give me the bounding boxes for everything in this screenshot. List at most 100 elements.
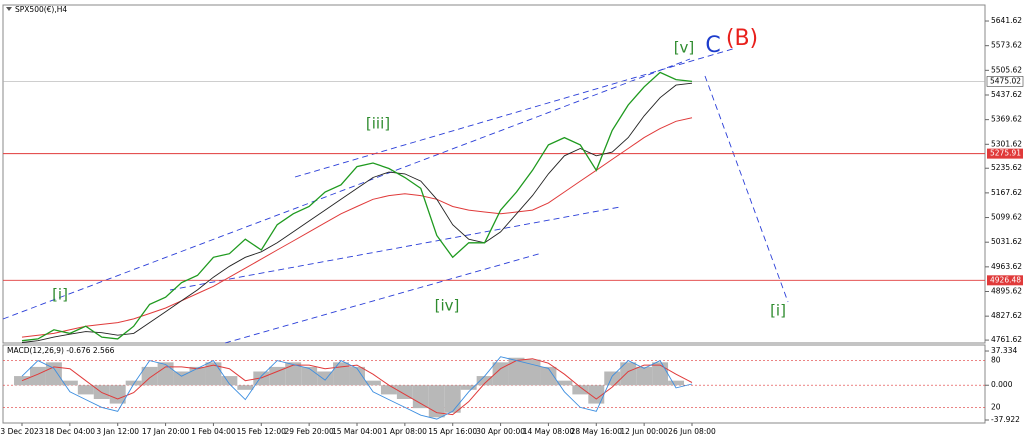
y-tick-label: 4761.62 bbox=[991, 335, 1022, 344]
histogram-bar bbox=[125, 380, 142, 386]
histogram-bar bbox=[109, 385, 126, 404]
histogram-bar bbox=[141, 366, 158, 386]
wave-label: [iv] bbox=[435, 297, 460, 315]
current-price-box bbox=[986, 76, 1024, 87]
wave-label: [iii] bbox=[366, 115, 390, 133]
x-tick-label: 15 Feb 12:00 bbox=[237, 427, 286, 436]
x-tick-label: 18 Dec 04:00 bbox=[45, 427, 96, 436]
x-tick-label: 3 Dec 2023 bbox=[0, 427, 43, 436]
trend-line bbox=[224, 252, 543, 344]
indicator-tick-label: 80 bbox=[991, 356, 1001, 365]
histogram-bar bbox=[620, 362, 637, 386]
level-label: 5275.91 bbox=[990, 149, 1021, 158]
y-tick-label: 5573.62 bbox=[991, 41, 1022, 50]
y-tick-label: 5031.62 bbox=[991, 237, 1022, 246]
x-tick-label: 1 Apr 08:00 bbox=[383, 427, 427, 436]
histogram-bar bbox=[301, 366, 318, 386]
y-tick-label: 5437.62 bbox=[991, 90, 1022, 99]
x-tick-label: 29 Feb 20:00 bbox=[285, 427, 334, 436]
histogram-bar bbox=[444, 385, 461, 413]
y-tick-label: 4963.62 bbox=[991, 262, 1022, 271]
histogram-bar bbox=[221, 376, 238, 386]
histogram-bar bbox=[572, 385, 589, 395]
level-box bbox=[987, 275, 1023, 286]
level-label: 4926.48 bbox=[990, 275, 1021, 284]
wave-label: (B) bbox=[726, 26, 758, 51]
oscillator-line bbox=[21, 356, 693, 420]
histogram-bar bbox=[205, 362, 222, 386]
histogram-bar bbox=[45, 362, 62, 386]
x-tick-label: 15 Apr 16:00 bbox=[428, 427, 477, 436]
y-tick-label: 5301.62 bbox=[991, 139, 1022, 148]
chart-title: SPX500(€),H4 bbox=[15, 5, 67, 14]
level-box bbox=[987, 148, 1023, 159]
y-tick-label: 5505.62 bbox=[991, 65, 1022, 74]
histogram-bar bbox=[524, 359, 541, 386]
trend-line bbox=[704, 75, 789, 303]
histogram-bar bbox=[588, 385, 605, 404]
histogram-bar bbox=[237, 385, 254, 390]
histogram-bar bbox=[333, 362, 350, 386]
histogram-bar bbox=[668, 380, 685, 386]
indicator-tick-label: 37.334 bbox=[991, 346, 1017, 355]
histogram-bar bbox=[364, 380, 381, 386]
histogram-bar bbox=[396, 385, 413, 399]
x-tick-label: 3 Jan 12:00 bbox=[96, 427, 139, 436]
x-tick-label: 15 Mar 04:00 bbox=[332, 427, 382, 436]
y-tick-label: 5369.62 bbox=[991, 115, 1022, 124]
wave-label: [v] bbox=[674, 39, 695, 57]
indicator-title: MACD(12,26,9) -0.676 2.566 bbox=[7, 346, 115, 355]
fast-average bbox=[21, 82, 693, 343]
histogram-bar bbox=[492, 362, 509, 386]
slow-average bbox=[21, 117, 693, 338]
x-tick-label: 14 May 08:00 bbox=[523, 427, 575, 436]
indicator-tick-label: -37.922 bbox=[991, 415, 1020, 424]
histogram-bar bbox=[540, 366, 557, 386]
trend-line bbox=[2, 58, 691, 320]
histogram-bar bbox=[157, 362, 174, 386]
y-tick-label: 5099.62 bbox=[991, 213, 1022, 222]
histogram-bar bbox=[460, 385, 477, 390]
y-tick-label: 5167.62 bbox=[991, 188, 1022, 197]
trend-lines bbox=[2, 47, 789, 344]
histogram-bar bbox=[61, 380, 78, 386]
trend-line bbox=[169, 206, 621, 291]
x-tick-label: 17 Jan 20:00 bbox=[142, 427, 190, 436]
indicator-tick-label: 20 bbox=[991, 402, 1001, 411]
x-tick-label: 12 Jun 00:00 bbox=[620, 427, 668, 436]
wave-label: [i] bbox=[52, 286, 68, 304]
y-tick-label: 4895.62 bbox=[991, 287, 1022, 296]
histogram-bar bbox=[604, 371, 621, 386]
price-line bbox=[21, 71, 693, 342]
histogram-bar bbox=[476, 376, 493, 386]
histogram-bar bbox=[269, 366, 286, 386]
signal-line bbox=[21, 358, 693, 416]
y-tick-label: 5641.62 bbox=[991, 16, 1022, 25]
histogram-bar bbox=[29, 366, 46, 386]
x-tick-label: 1 Feb 04:00 bbox=[191, 427, 236, 436]
histogram-bar bbox=[636, 366, 653, 386]
wave-label: C bbox=[705, 33, 720, 58]
wave-label: [i] bbox=[770, 302, 786, 320]
main-panel bbox=[2, 4, 986, 344]
menu-arrow[interactable] bbox=[6, 7, 12, 11]
y-tick-label: 5235.62 bbox=[991, 163, 1022, 172]
histogram-bar bbox=[349, 366, 365, 386]
x-tick-label: 28 May 16:00 bbox=[571, 427, 623, 436]
histogram-bar bbox=[77, 385, 94, 395]
histogram-bar bbox=[189, 366, 206, 386]
histogram-bar bbox=[285, 362, 302, 386]
current-price-label: 5475.02 bbox=[990, 76, 1021, 85]
indicator-tick-label: 0.000 bbox=[991, 380, 1013, 389]
histogram-bar bbox=[380, 385, 397, 395]
x-tick-label: 30 Apr 00:00 bbox=[476, 427, 525, 436]
histogram-bar bbox=[173, 371, 190, 386]
histogram-bar bbox=[428, 385, 445, 418]
histogram-bar bbox=[508, 357, 525, 386]
histogram-bar bbox=[652, 362, 669, 386]
x-tick-label: 26 Jun 08:00 bbox=[668, 427, 716, 436]
trend-line bbox=[294, 47, 737, 178]
histogram-bar bbox=[556, 380, 573, 386]
y-tick-label: 4827.62 bbox=[991, 311, 1022, 320]
